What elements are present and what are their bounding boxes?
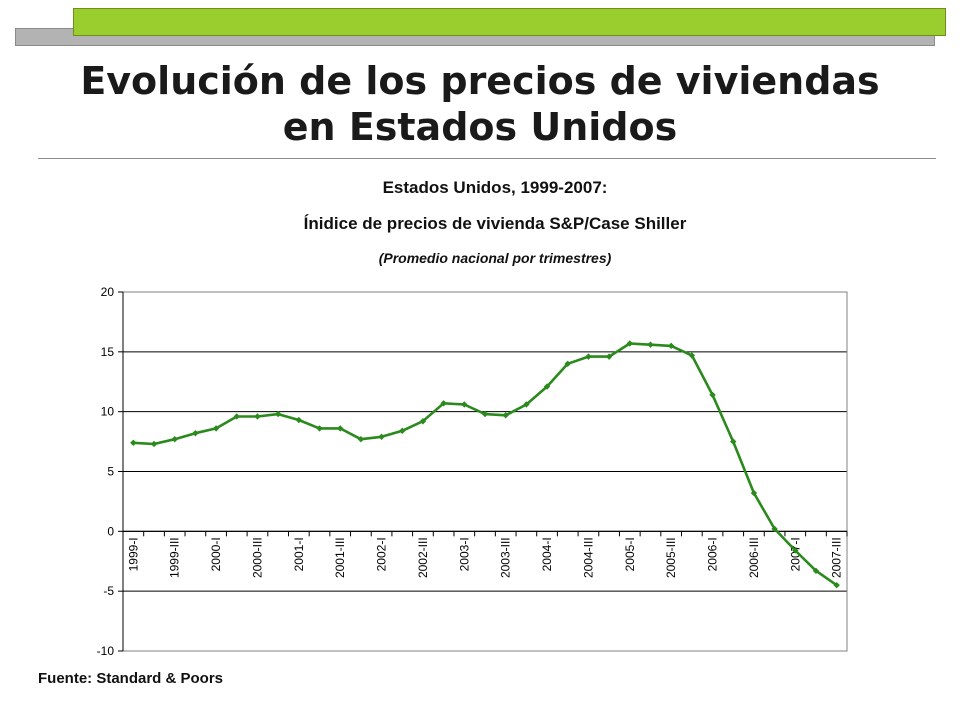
y-tick-label-5: 15 [101, 345, 115, 359]
y-axis: -10 -5 0 5 10 15 20 [97, 285, 124, 658]
x-tick-label-4: 2001-I [292, 537, 306, 571]
x-tick-label-6: 2002-I [375, 537, 389, 571]
data-point-13 [399, 427, 406, 435]
data-point-34 [833, 581, 840, 589]
y-tick-label-0: -10 [97, 644, 115, 658]
y-tick-label-2: 0 [107, 524, 114, 538]
data-point-3 [192, 430, 199, 437]
data-point-32 [792, 547, 799, 554]
x-tick-label-1: 1999-III [168, 537, 182, 578]
x-axis: 1999-I 1999-III 2000-I 2000-III 2001-I 2001-I… [122, 530, 848, 578]
data-point-4 [212, 425, 220, 432]
x-tick-label-3: 2000-III [250, 537, 264, 578]
data-point-20 [543, 383, 551, 390]
x-tick-label-9: 2003-III [499, 537, 513, 578]
title-divider [38, 158, 936, 159]
x-tick-label-10: 2004-I [540, 537, 554, 571]
y-tick-label-6: 20 [101, 285, 115, 299]
header-green-bar [73, 8, 946, 36]
data-point-27 [688, 352, 696, 359]
data-point-19 [523, 401, 530, 408]
x-tick-label-8: 2003-I [457, 537, 471, 571]
data-point-28 [709, 391, 716, 399]
y-tick-label-3: 5 [107, 465, 114, 479]
data-point-29 [730, 438, 737, 445]
data-point-30 [750, 489, 758, 497]
x-tick-label-13: 2005-III [664, 537, 678, 578]
x-tick-label-17: 2007-III [830, 537, 844, 578]
data-point-21 [564, 360, 571, 367]
data-point-10 [337, 425, 344, 432]
x-tick-label-14: 2006-I [706, 537, 720, 571]
data-point-14 [419, 418, 427, 425]
data-point-2 [171, 435, 178, 443]
data-point-18 [502, 412, 509, 419]
data-point-6 [254, 413, 261, 420]
data-point-9 [316, 425, 323, 432]
slide-title: Evolución de los precios de viviendas en… [0, 58, 960, 150]
chart-note: (Promedio nacional por trimestres) [378, 250, 612, 266]
data-point-22 [585, 353, 592, 360]
data-point-31 [771, 525, 778, 533]
x-tick-label-7: 2002-III [416, 537, 430, 578]
data-point-8 [295, 416, 303, 424]
series-layer [130, 340, 840, 589]
data-point-24 [626, 340, 633, 347]
x-tick-label-0: 1999-I [126, 537, 140, 571]
chart-title: Estados Unidos, 1999-2007: [382, 178, 608, 197]
chart-subtitle: Ínidice de precios de vivienda S&P/Case … [303, 214, 687, 233]
gridlines [123, 351, 847, 592]
x-tick-label-12: 2005-I [623, 537, 637, 571]
x-tick-label-11: 2004-III [581, 537, 595, 578]
slide-title-line1: Evolución de los precios de viviendas [80, 59, 880, 103]
data-point-15 [440, 400, 447, 407]
data-point-33 [812, 567, 820, 575]
series-line [133, 342, 838, 587]
y-tick-label-4: 10 [101, 405, 115, 419]
data-point-5 [233, 413, 240, 420]
data-point-11 [357, 435, 365, 443]
x-tick-label-2: 2000-I [209, 537, 223, 571]
x-tick-label-15: 2006-III [747, 537, 761, 578]
data-point-7 [274, 410, 282, 418]
data-point-0 [130, 439, 137, 446]
source-note: Fuente: Standard & Poors [38, 670, 224, 687]
slide-title-line2: en Estados Unidos [282, 105, 678, 149]
data-point-26 [667, 342, 675, 350]
y-tick-label-1: -5 [103, 584, 114, 598]
data-point-16 [461, 401, 468, 408]
data-point-12 [378, 433, 385, 440]
data-point-23 [605, 353, 613, 360]
data-point-1 [150, 440, 158, 448]
x-tick-label-5: 2001-III [333, 537, 347, 578]
data-point-17 [481, 410, 489, 418]
data-point-25 [647, 341, 654, 348]
